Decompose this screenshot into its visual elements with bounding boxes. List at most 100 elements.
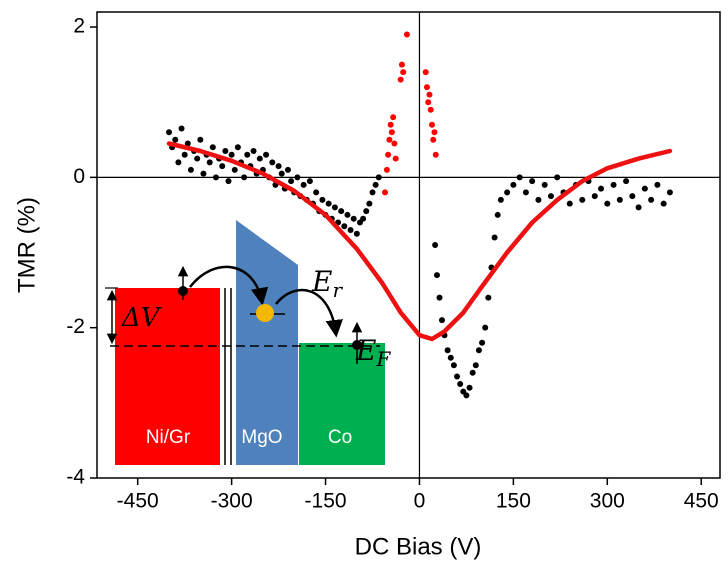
data-point	[397, 76, 404, 83]
y-tick-label: -2	[66, 315, 85, 338]
x-tick-label: 450	[684, 490, 719, 513]
data-point	[616, 196, 623, 203]
data-point	[300, 181, 307, 188]
ef-label: EF	[355, 334, 391, 371]
data-point	[457, 381, 464, 388]
data-point	[392, 155, 399, 162]
data-point	[390, 114, 397, 121]
data-point	[278, 170, 285, 177]
data-point	[197, 136, 204, 143]
data-point	[184, 140, 191, 147]
y-tick-label: 2	[73, 15, 85, 38]
fit-line	[166, 141, 673, 342]
data-point	[610, 181, 617, 188]
data-point	[338, 208, 345, 215]
data-point	[660, 200, 667, 207]
data-point	[228, 151, 235, 158]
y-tick-label: -4	[66, 466, 85, 489]
data-point	[438, 317, 445, 324]
data-point	[387, 121, 394, 128]
delta-v-label: ΔV	[121, 303, 162, 333]
data-point	[382, 189, 389, 196]
data-point	[369, 189, 376, 196]
ef-main: E	[355, 334, 376, 367]
data-point	[319, 196, 326, 203]
data-point	[427, 106, 434, 113]
data-point	[450, 362, 457, 369]
data-point	[241, 174, 248, 181]
data-point	[375, 174, 382, 181]
data-point	[386, 136, 393, 143]
data-point	[430, 136, 437, 143]
data-point	[172, 136, 179, 143]
x-tick-label: 150	[496, 490, 531, 513]
data-point	[288, 178, 295, 185]
data-point	[432, 151, 439, 158]
data-point	[398, 61, 405, 68]
data-point	[648, 196, 655, 203]
x-tick-label: -150	[305, 490, 347, 513]
ef-sub: F	[375, 347, 391, 371]
data-point	[535, 196, 542, 203]
layer-label: MgO	[241, 427, 282, 448]
data-point	[178, 125, 185, 132]
er-main: E	[311, 265, 332, 298]
data-point	[344, 211, 351, 218]
data-point	[347, 226, 354, 233]
data-point	[306, 178, 313, 185]
data-point	[654, 181, 661, 188]
data-point	[591, 193, 598, 200]
data-point	[353, 230, 360, 237]
data-point	[187, 166, 194, 173]
data-point	[206, 159, 213, 166]
data-point	[469, 369, 476, 376]
data-point	[181, 151, 188, 158]
data-point	[250, 148, 257, 155]
data-point	[604, 200, 611, 207]
data-point	[497, 196, 504, 203]
data-point	[284, 166, 291, 173]
data-point	[263, 151, 270, 158]
data	[166, 31, 673, 399]
data-point	[504, 189, 511, 196]
data-point	[366, 200, 373, 207]
data-point	[234, 144, 241, 151]
data-point	[579, 196, 586, 203]
data-point	[331, 204, 338, 211]
data-point	[225, 178, 232, 185]
data-point	[494, 211, 501, 218]
data-point	[360, 215, 367, 222]
y-tick-label: 0	[73, 165, 85, 188]
data-point	[200, 170, 207, 177]
data-point	[425, 99, 432, 106]
data-point	[391, 140, 398, 147]
data-point	[623, 178, 630, 185]
layer-label: Co	[328, 427, 352, 448]
data-point	[635, 204, 642, 211]
layer-label: Ni/Gr	[146, 427, 191, 448]
data-point	[363, 208, 370, 215]
plot-frame	[96, 11, 721, 479]
data-point	[372, 181, 379, 188]
data-point	[554, 174, 561, 181]
data-point	[466, 384, 473, 391]
data-point	[294, 174, 301, 181]
x-axis-label: DC Bias (V)	[355, 533, 482, 560]
data-point	[629, 193, 636, 200]
y-axis-label: TMR (%)	[13, 197, 40, 293]
x-tick-label: -450	[117, 490, 159, 513]
data-point	[212, 174, 219, 181]
data-point	[491, 234, 498, 241]
er-sub: r	[332, 278, 343, 302]
data-point	[475, 347, 482, 354]
data-point	[209, 144, 216, 151]
data-point	[426, 91, 433, 98]
x-tick-label: 0	[414, 490, 426, 513]
impurity	[256, 304, 274, 322]
data-point	[194, 155, 201, 162]
data-point	[547, 193, 554, 200]
data-point	[479, 339, 486, 346]
data-point	[385, 151, 392, 158]
data-point	[388, 129, 395, 136]
